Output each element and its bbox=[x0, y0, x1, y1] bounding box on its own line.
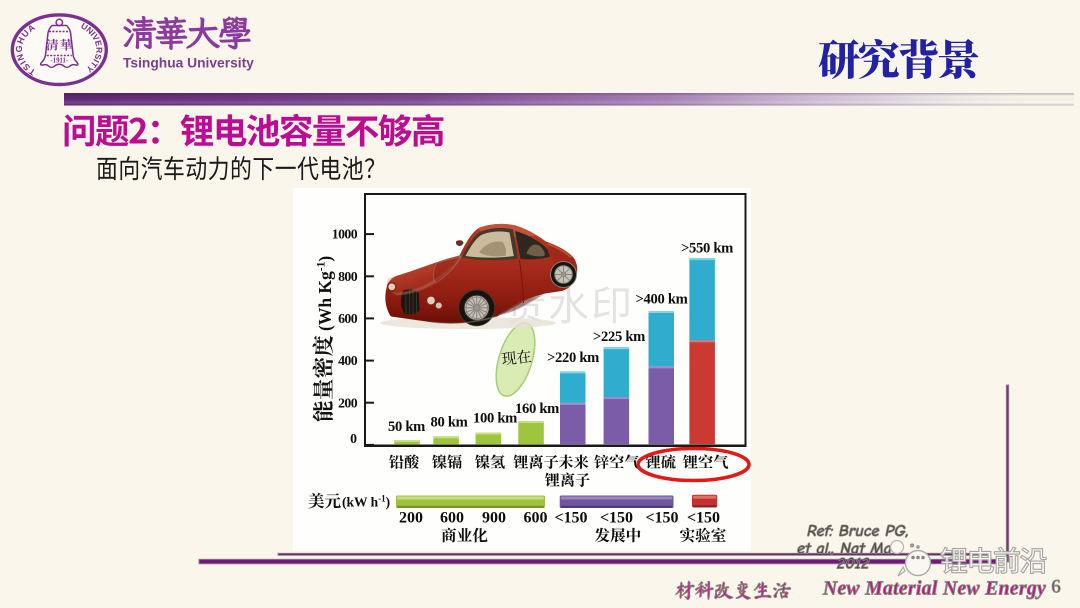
svg-text:>550 km: >550 km bbox=[681, 241, 733, 257]
svg-text:>220 km: >220 km bbox=[547, 350, 599, 366]
svg-text:400: 400 bbox=[338, 353, 358, 368]
svg-text:100 km: 100 km bbox=[473, 411, 517, 427]
svg-text:(kW h-1): (kW h-1) bbox=[342, 494, 390, 510]
svg-text:800: 800 bbox=[338, 269, 358, 284]
svg-text:0: 0 bbox=[350, 431, 357, 446]
svg-text:>225 km: >225 km bbox=[593, 329, 645, 345]
svg-text:>400 km: >400 km bbox=[635, 292, 687, 308]
svg-text:New Material New Energy: New Material New Energy bbox=[822, 579, 1046, 600]
svg-text:160 km: 160 km bbox=[515, 401, 559, 417]
svg-text:-1911-: -1911- bbox=[50, 57, 68, 64]
svg-text:<150: <150 bbox=[600, 510, 633, 527]
svg-text:<150: <150 bbox=[554, 510, 587, 527]
svg-text:600: 600 bbox=[338, 311, 358, 326]
svg-text:<150: <150 bbox=[645, 510, 678, 527]
svg-text:900: 900 bbox=[482, 510, 506, 527]
svg-text:600: 600 bbox=[440, 510, 464, 527]
svg-text:(Wh Kg-1): (Wh Kg-1) bbox=[315, 256, 335, 331]
svg-text:600: 600 bbox=[524, 510, 548, 527]
svg-text:<150: <150 bbox=[687, 510, 720, 527]
svg-text:1000: 1000 bbox=[332, 227, 358, 242]
svg-text:200: 200 bbox=[338, 395, 358, 410]
svg-text:50 km: 50 km bbox=[388, 419, 425, 435]
svg-text:6: 6 bbox=[1051, 578, 1060, 598]
svg-text:Tsinghua University: Tsinghua University bbox=[123, 56, 254, 71]
svg-text:200: 200 bbox=[399, 510, 423, 527]
svg-text:80 km: 80 km bbox=[430, 414, 467, 430]
